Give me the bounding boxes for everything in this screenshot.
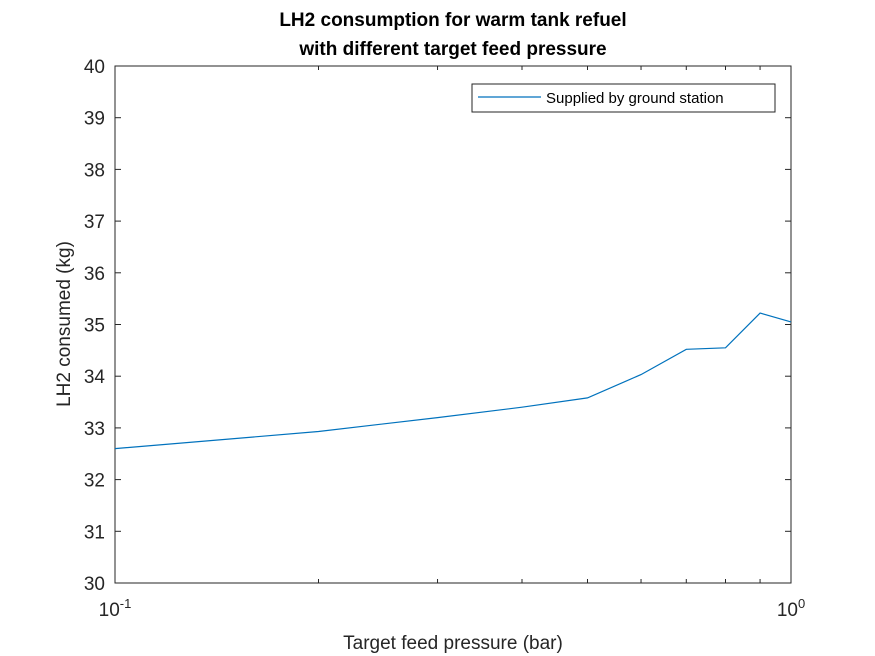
plot-area xyxy=(114,65,792,584)
chart-title-line-1: LH2 consumption for warm tank refuel xyxy=(279,10,626,31)
y-tick-label: 38 xyxy=(84,160,105,181)
series-line-supplied-by-ground-station xyxy=(114,312,792,450)
x-axis: 10-1 100 xyxy=(99,66,805,621)
x-tick-label: 10-1 xyxy=(99,596,132,621)
legend-label: Supplied by ground station xyxy=(546,90,724,107)
x-axis-label: Target feed pressure (bar) xyxy=(343,633,563,654)
y-tick-label: 30 xyxy=(84,574,105,595)
y-tick-label: 40 xyxy=(84,57,105,78)
x-tick-label: 100 xyxy=(777,596,805,621)
y-tick-label: 37 xyxy=(84,212,105,233)
y-tick-label: 31 xyxy=(84,522,105,543)
y-axis: 30 31 32 33 34 35 36 37 38 39 40 xyxy=(84,57,791,595)
y-axis-label: LH2 consumed (kg) xyxy=(54,241,75,407)
legend: Supplied by ground station xyxy=(471,83,776,113)
y-tick-label: 33 xyxy=(84,419,105,440)
legend-box xyxy=(471,83,776,113)
y-tick-label: 35 xyxy=(84,316,105,337)
y-tick-label: 39 xyxy=(84,109,105,130)
chart-title-line-2: with different target feed pressure xyxy=(298,39,606,60)
y-tick-label: 32 xyxy=(84,471,105,492)
y-tick-label: 34 xyxy=(84,367,106,388)
y-tick-label: 36 xyxy=(84,264,105,285)
